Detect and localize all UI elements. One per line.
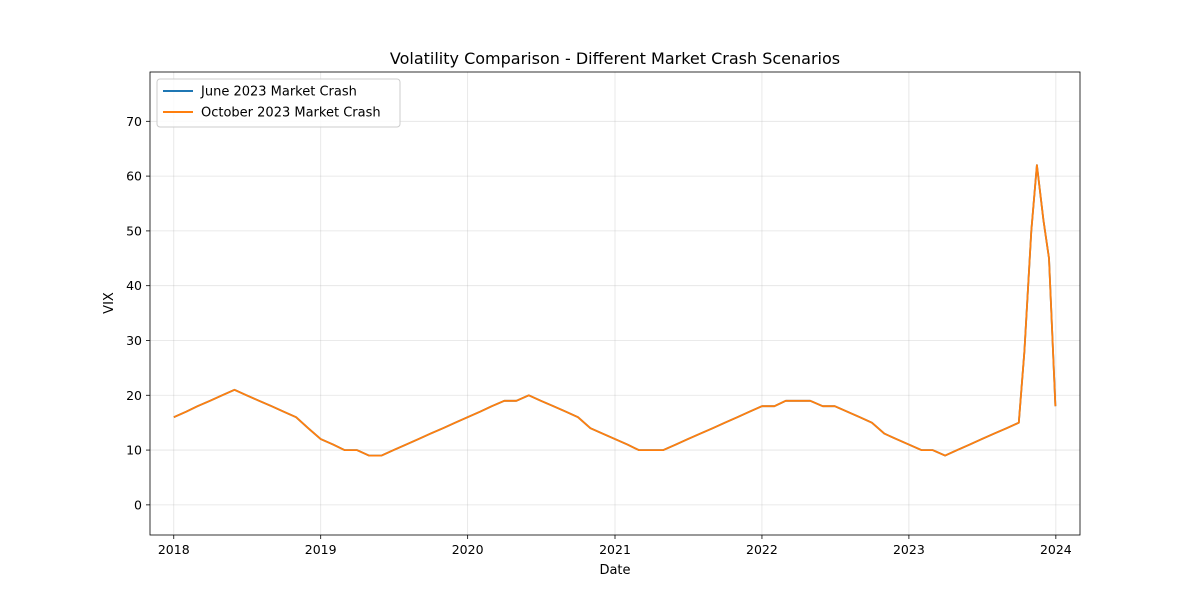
chart-title: Volatility Comparison - Different Market… [390, 49, 840, 68]
y-tick-label: 30 [126, 333, 142, 348]
y-tick-label: 40 [126, 278, 142, 293]
y-tick-label: 50 [126, 223, 142, 238]
x-tick-label: 2023 [893, 542, 925, 557]
x-tick-label: 2024 [1040, 542, 1072, 557]
y-tick-label: 20 [126, 388, 142, 403]
y-axis: 0 10 20 30 40 50 60 70 [126, 114, 150, 512]
x-tick-label: 2019 [305, 542, 337, 557]
series-layer [173, 164, 1057, 457]
x-tick-label: 2020 [452, 542, 484, 557]
legend: June 2023 Market Crash October 2023 Mark… [156, 78, 401, 128]
x-tick-label: 2018 [158, 542, 190, 557]
y-tick-label: 70 [126, 114, 142, 129]
x-axis: 2018 2019 2020 2021 2022 2023 2024 [158, 535, 1072, 557]
series-line-1 [173, 164, 1057, 457]
grid [150, 72, 1080, 535]
y-axis-label: VIX [102, 292, 117, 314]
y-tick-label: 60 [126, 169, 142, 184]
y-tick-label: 10 [126, 443, 142, 458]
legend-label-june: June 2023 Market Crash [200, 85, 357, 100]
y-tick-label: 0 [134, 497, 142, 512]
x-tick-label: 2022 [746, 542, 778, 557]
legend-label-october: October 2023 Market Crash [201, 106, 381, 121]
x-axis-label: Date [599, 563, 630, 578]
legend-box [156, 78, 401, 128]
x-tick-label: 2021 [599, 542, 631, 557]
